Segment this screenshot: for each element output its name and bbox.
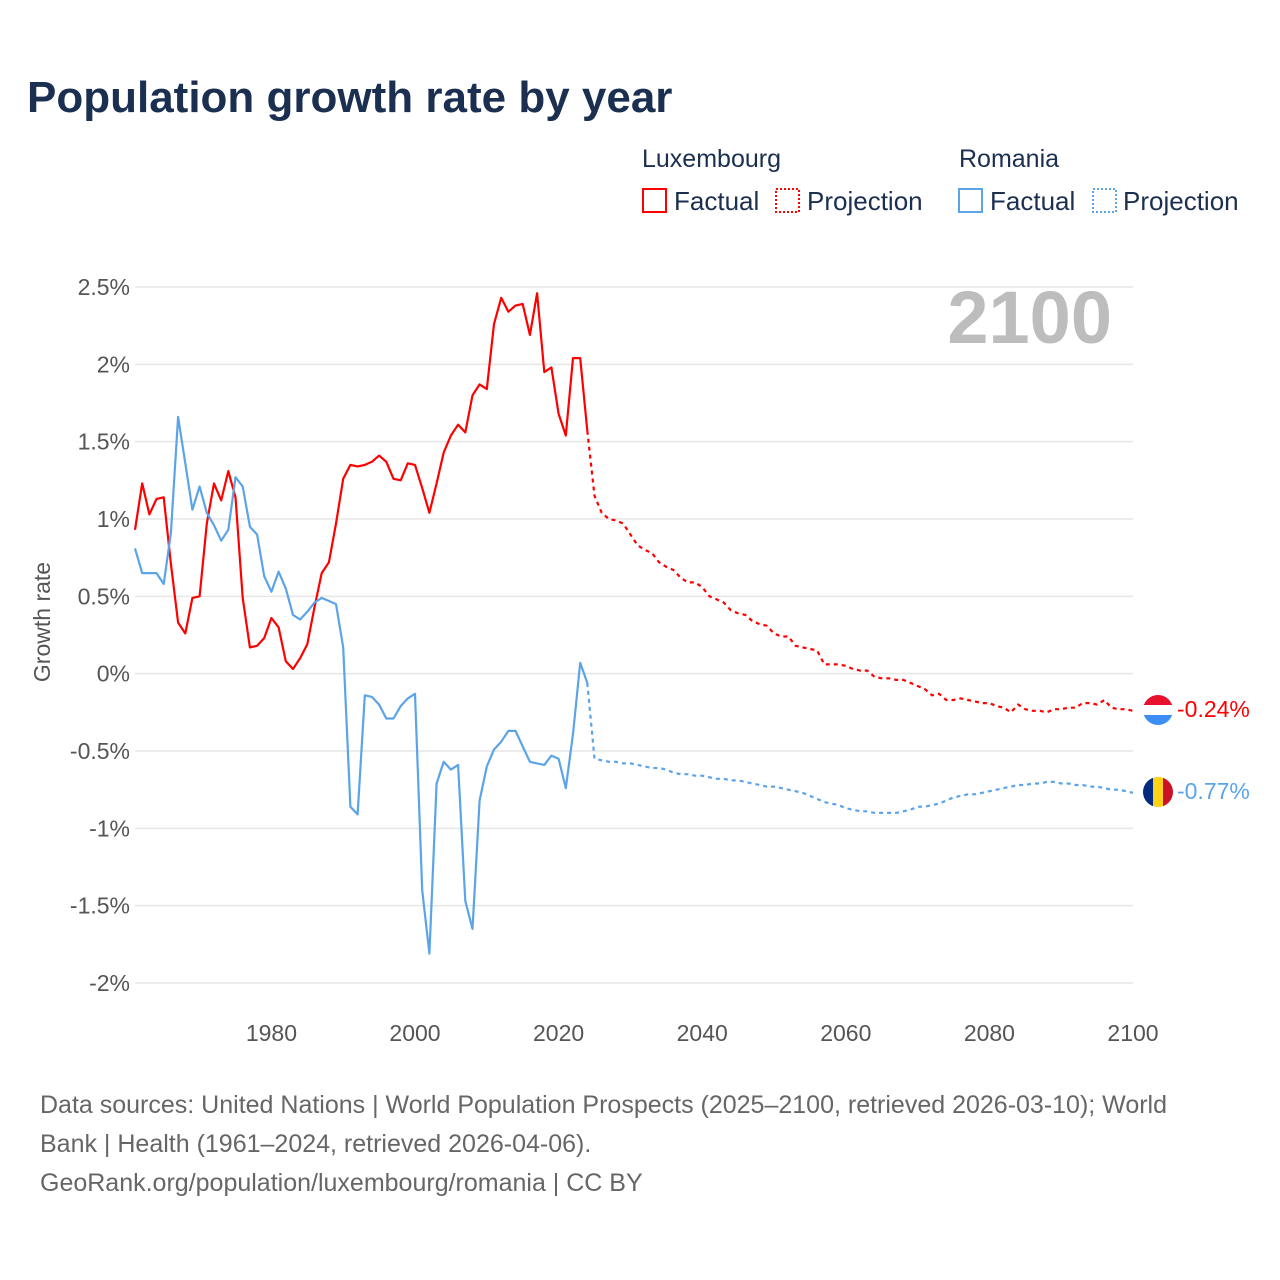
y-tick-label: 0.5%: [78, 583, 130, 609]
luxembourg-end-value: -0.24%: [1177, 696, 1250, 722]
x-tick-label: 1980: [246, 1020, 297, 1046]
romania-factual-line: [133, 415, 589, 955]
chart-title: Population growth rate by year: [27, 73, 672, 122]
footer-sources-line1: Data sources: United Nations | World Pop…: [40, 1091, 1167, 1119]
series-lines: [133, 292, 1134, 955]
y-tick-label: 1%: [97, 506, 130, 532]
y-tick-label: 2.5%: [78, 274, 130, 300]
y-tick-label: -1%: [89, 815, 130, 841]
x-tick-label: 2040: [677, 1020, 728, 1046]
y-tick-label: 1.5%: [78, 429, 130, 455]
legend-group-romania: Romania: [959, 145, 1059, 173]
romania-flag-icon: [1143, 777, 1173, 807]
luxembourg-flag-icon: [1143, 695, 1173, 725]
y-axis-label: Growth rate: [29, 562, 55, 682]
legend-swatch-luxembourg-factual: [642, 188, 667, 213]
gridlines: [135, 286, 1133, 984]
x-tick-label: 2020: [533, 1020, 584, 1046]
legend-group-luxembourg: Luxembourg: [642, 145, 781, 173]
legend-romania-factual[interactable]: Factual: [990, 186, 1075, 216]
legend-luxembourg-factual[interactable]: Factual: [674, 186, 759, 216]
x-tick-label: 2060: [820, 1020, 871, 1046]
legend-swatch-romania-projection: [1092, 188, 1117, 213]
legend-swatch-luxembourg-projection: [775, 188, 800, 213]
x-tick-label: 2100: [1107, 1020, 1158, 1046]
legend-luxembourg-projection[interactable]: Projection: [807, 186, 923, 216]
legend-swatch-romania-factual: [958, 188, 983, 213]
luxembourg-factual-line: [133, 292, 589, 671]
luxembourg-projection-line: [586, 430, 1134, 714]
romania-end-value: -0.77%: [1177, 778, 1250, 804]
y-tick-label: 0%: [97, 661, 130, 687]
x-tick-label: 2000: [389, 1020, 440, 1046]
footer-sources-line2: Bank | Health (1961–2024, retrieved 2026…: [40, 1130, 591, 1158]
x-axis-ticks: 1980 2000 2020 2040 2060 2080 2100: [246, 1020, 1159, 1046]
y-tick-label: -2%: [89, 970, 130, 996]
x-tick-label: 2080: [964, 1020, 1015, 1046]
footer-attribution[interactable]: GeoRank.org/population/luxembourg/romani…: [40, 1169, 643, 1197]
legend-romania-projection[interactable]: Projection: [1123, 186, 1239, 216]
current-year-label: 2100: [947, 276, 1112, 359]
y-axis-ticks: 2.5% 2% 1.5% 1% 0.5% 0% -0.5% -1% -1.5% -2%: [70, 274, 130, 996]
legend: Luxembourg Factual Projection Romania Fa…: [642, 145, 1239, 216]
y-tick-label: -0.5%: [70, 738, 130, 764]
romania-projection-line: [586, 682, 1134, 814]
y-tick-label: 2%: [97, 351, 130, 377]
y-tick-label: -1.5%: [70, 893, 130, 919]
